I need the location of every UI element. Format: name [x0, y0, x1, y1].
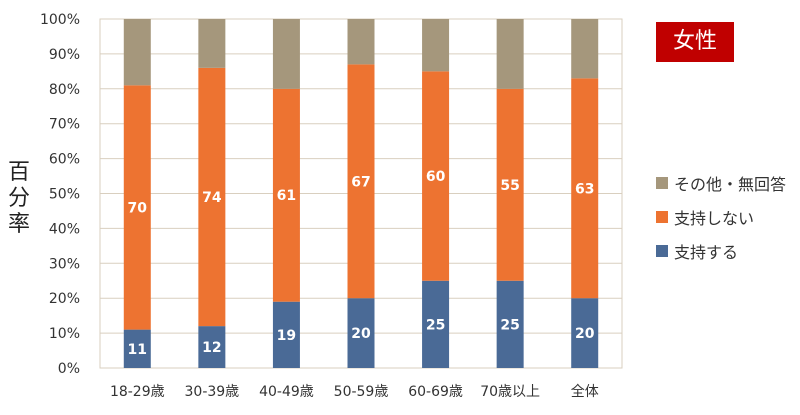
y-tick-label: 30%	[49, 256, 80, 272]
bar-segment	[347, 298, 375, 368]
y-tick-label: 60%	[49, 152, 80, 168]
y-tick-label: 0%	[58, 361, 80, 377]
bar-segment	[198, 19, 226, 68]
legend-swatch-other	[656, 177, 668, 189]
bar-segment	[347, 19, 375, 65]
data-label: 11	[128, 342, 147, 358]
legend-item-oppose: 支持しない	[656, 200, 786, 234]
y-tick-label: 10%	[49, 326, 80, 342]
legend-label-support: 支持する	[674, 243, 739, 262]
bar-segment	[496, 280, 524, 368]
bar-segment	[347, 64, 375, 299]
bar-segment	[496, 19, 524, 89]
gender-badge: 女性	[656, 22, 734, 62]
legend: その他・無回答 支持しない 支持する	[656, 166, 786, 268]
data-label: 12	[202, 340, 221, 356]
bar-segment	[422, 71, 450, 281]
data-label: 61	[277, 188, 296, 204]
x-tick-label: 40-49歳	[259, 384, 314, 400]
legend-swatch-oppose	[656, 211, 668, 223]
bar-segment	[123, 19, 151, 86]
bar-segment	[123, 85, 151, 330]
x-tick-label: 70歳以上	[480, 384, 540, 400]
bar-segment	[272, 19, 300, 89]
bar-segment	[198, 326, 226, 368]
y-axis-label: 百分率	[7, 160, 30, 237]
data-label: 67	[351, 174, 370, 190]
bar-segment	[571, 298, 599, 368]
data-label: 25	[500, 317, 519, 333]
data-label: 60	[426, 169, 446, 185]
x-tick-label: 50-59歳	[334, 384, 389, 400]
legend-label-other: その他・無回答	[674, 175, 787, 194]
data-label: 63	[575, 181, 594, 197]
data-label: 19	[277, 328, 296, 344]
bar-segment	[571, 78, 599, 299]
y-tick-label: 70%	[49, 117, 80, 133]
data-label: 74	[202, 190, 222, 206]
data-label: 55	[500, 178, 519, 194]
bar-segment	[422, 280, 450, 368]
legend-label-oppose: 支持しない	[674, 209, 755, 228]
y-tick-label: 100%	[40, 12, 80, 28]
y-tick-label: 50%	[49, 187, 80, 203]
legend-item-support: 支持する	[656, 234, 786, 268]
legend-item-other: その他・無回答	[656, 166, 786, 200]
y-tick-label: 40%	[49, 221, 80, 237]
x-tick-label: 18-29歳	[110, 384, 165, 400]
bar-segment	[198, 67, 226, 327]
legend-swatch-support	[656, 245, 668, 257]
x-tick-label: 60-69歳	[408, 384, 463, 400]
bar-segment	[123, 329, 151, 368]
y-tick-label: 20%	[49, 291, 80, 307]
bar-segment	[571, 19, 599, 79]
data-label: 25	[426, 317, 445, 333]
bar-segment	[422, 19, 450, 72]
bar-segment	[272, 88, 300, 302]
y-tick-label: 90%	[49, 47, 80, 63]
data-label: 20	[351, 326, 371, 342]
data-label: 70	[128, 200, 148, 216]
bar-segment	[496, 88, 524, 281]
x-tick-label: 全体	[571, 383, 599, 400]
x-tick-label: 30-39歳	[185, 384, 240, 400]
bar-segment	[272, 301, 300, 368]
data-label: 20	[575, 326, 595, 342]
y-tick-label: 80%	[49, 82, 80, 98]
